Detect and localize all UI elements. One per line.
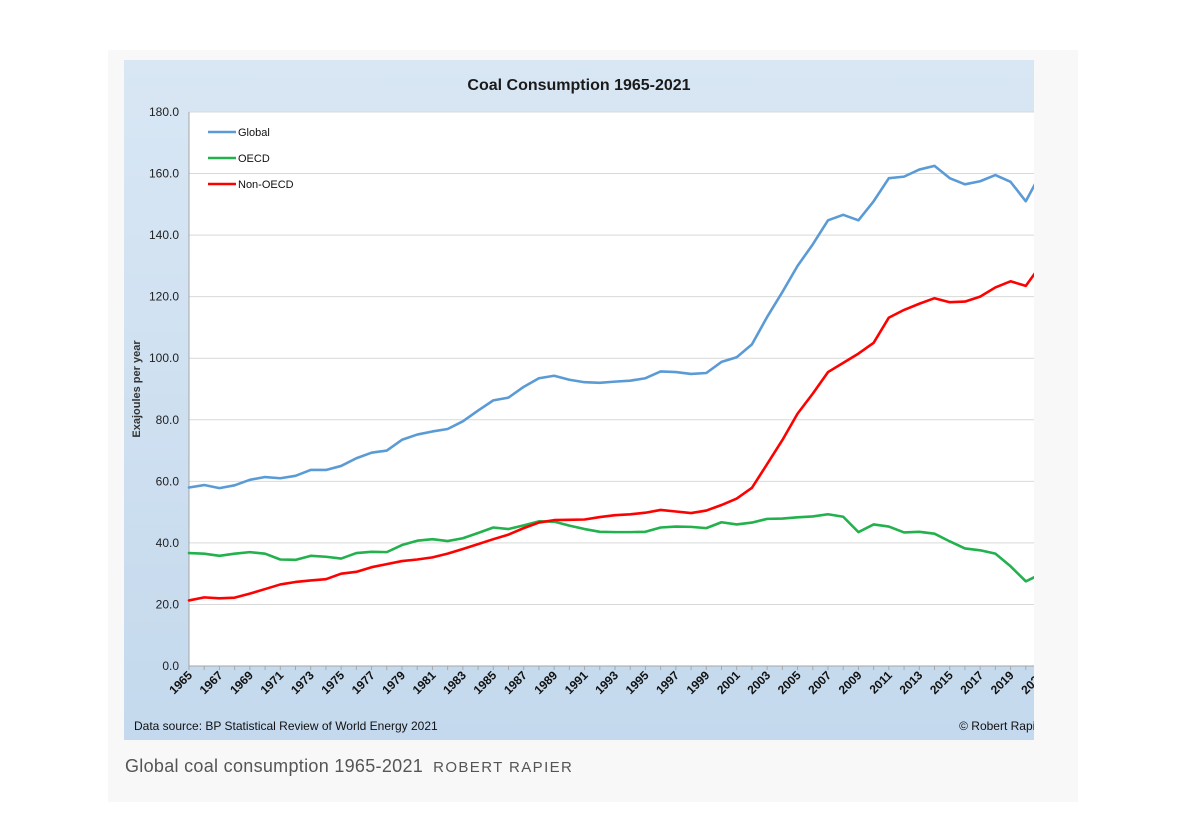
x-tick-label: 1981 xyxy=(410,668,439,697)
x-tick-label: 2003 xyxy=(744,668,773,697)
x-tick-label: 2009 xyxy=(836,668,865,697)
x-tick-label: 1967 xyxy=(197,668,226,697)
y-tick-label: 180.0 xyxy=(149,105,179,119)
y-tick-label: 40.0 xyxy=(156,536,180,550)
source-note: Data source: BP Statistical Review of Wo… xyxy=(134,719,438,733)
x-tick-label: 1983 xyxy=(440,668,469,697)
x-tick-label: 1989 xyxy=(531,668,560,697)
y-tick-label: 160.0 xyxy=(149,167,179,181)
chart-frame: 0.0 20.0 40.0 60.0 80.0 100.0 120.0 140.0 160.0 1… xyxy=(124,60,1034,740)
x-tick-label: 2005 xyxy=(775,668,804,697)
chart-title: Coal Consumption 1965-2021 xyxy=(467,77,690,94)
legend-label: OECD xyxy=(238,153,270,165)
figure-caption: Global coal consumption 1965-2021 ROBERT … xyxy=(125,756,573,777)
y-tick-label: 0.0 xyxy=(162,659,179,673)
series-line-global xyxy=(187,164,1034,490)
x-tick-label: 2019 xyxy=(988,668,1017,697)
x-tick-label: 1975 xyxy=(318,668,347,697)
plot-area xyxy=(189,112,1034,666)
series-line-non-oecd xyxy=(187,272,1034,602)
x-tick-label: 2013 xyxy=(897,668,926,697)
figure: 0.0 20.0 40.0 60.0 80.0 100.0 120.0 140.0 160.0 1… xyxy=(108,50,1078,802)
x-tick-label: 1979 xyxy=(379,668,408,697)
y-tick-label: 80.0 xyxy=(156,413,180,427)
y-tick-label: 100.0 xyxy=(149,351,179,365)
x-tick-label: 1977 xyxy=(349,668,378,697)
y-axis-label: Exajoules per year xyxy=(131,340,143,438)
x-tick-label: 1999 xyxy=(684,668,713,697)
legend: Global OECD Non-OECD xyxy=(208,127,294,191)
x-tick-label: 1997 xyxy=(653,668,682,697)
y-tick-label: 140.0 xyxy=(149,228,179,242)
x-tick-label: 2011 xyxy=(867,668,896,697)
x-tick-label: 2007 xyxy=(805,668,834,697)
y-tick-label: 60.0 xyxy=(156,474,180,488)
x-tick-label: 1993 xyxy=(592,668,621,697)
y-tick-label: 20.0 xyxy=(156,597,180,611)
caption-credit: ROBERT RAPIER xyxy=(433,759,574,776)
x-tick-label: 2001 xyxy=(714,668,743,697)
coal-consumption-chart: 0.0 20.0 40.0 60.0 80.0 100.0 120.0 140.0 160.0 1… xyxy=(131,77,1034,733)
gridline-group xyxy=(189,111,1034,605)
x-tick-label: 1987 xyxy=(501,668,530,697)
y-tick-label: 120.0 xyxy=(149,290,179,304)
legend-label: Global xyxy=(238,127,270,139)
x-tick-label: 1991 xyxy=(562,668,591,697)
x-tick-label: 1973 xyxy=(288,668,317,697)
credit-note: © Robert Rapier xyxy=(959,719,1034,733)
x-tick-label: 1971 xyxy=(258,668,287,697)
x-tick-label: 2017 xyxy=(957,668,986,697)
x-tick-label: 1969 xyxy=(227,668,256,697)
x-tick-label: 2021 xyxy=(1018,668,1034,697)
x-tick-label: 2015 xyxy=(927,668,956,697)
series-lines xyxy=(187,164,1034,602)
series-line-oecd xyxy=(187,512,1034,583)
legend-label: Non-OECD xyxy=(238,179,294,191)
x-tick-label: 1995 xyxy=(623,668,652,697)
x-tick-label: 1985 xyxy=(471,668,500,697)
caption-text: Global coal consumption 1965-2021 xyxy=(125,756,424,776)
